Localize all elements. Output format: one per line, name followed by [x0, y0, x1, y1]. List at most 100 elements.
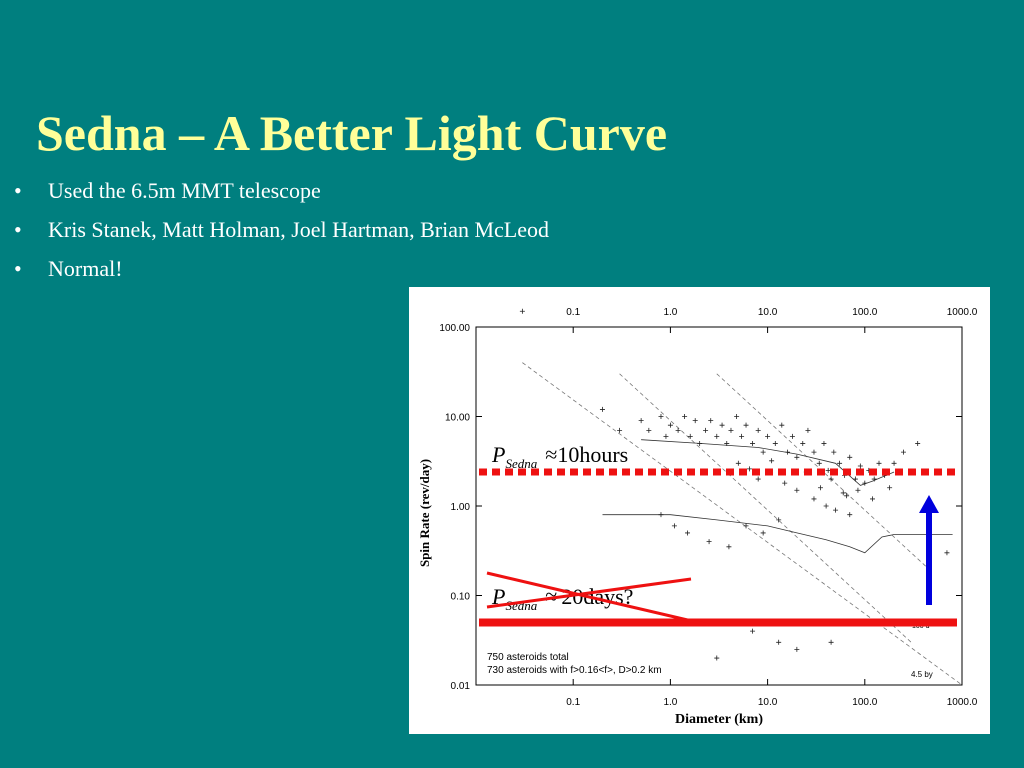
- data-point: [887, 485, 893, 491]
- data-point: [900, 449, 906, 455]
- data-point: [663, 433, 669, 439]
- dashed-guide-line: [619, 373, 912, 643]
- data-point: [847, 454, 853, 460]
- bullet-list: • Used the 6.5m MMT telescope • Kris Stane…: [14, 176, 549, 293]
- data-point: [944, 550, 950, 556]
- y-tick-label: 0.10: [451, 592, 471, 603]
- data-point: [765, 433, 771, 439]
- data-point: [852, 476, 858, 482]
- data-point: [784, 449, 790, 455]
- note-total: 750 asteroids total: [487, 652, 569, 663]
- x-tick-label-top: 100.0: [852, 307, 877, 318]
- data-point: [714, 433, 720, 439]
- data-point: [706, 539, 712, 545]
- x-tick-label: 1000.0: [947, 697, 978, 708]
- data-point: [646, 427, 652, 433]
- data-point: [617, 427, 623, 433]
- data-point: [828, 476, 834, 482]
- data-point: [811, 496, 817, 502]
- data-point: [734, 414, 740, 419]
- x-axis-label: Diameter (km): [675, 712, 763, 727]
- chart-svg: 0.1 0.1 1.0 1.0 10.0 10.0 100.0 100.0 1000.0 1000…: [417, 307, 978, 727]
- spin-rate-chart: 0.1 0.1 1.0 1.0 10.0 10.0 100.0 100.0 1000.0 1000…: [409, 287, 990, 734]
- data-point: [719, 422, 725, 428]
- bullet-text: Normal!: [48, 256, 123, 281]
- data-point: [667, 422, 673, 428]
- y-tick-label: 10.00: [445, 413, 470, 424]
- bullet-item: • Kris Stanek, Matt Holman, Joel Hartman,…: [14, 215, 549, 254]
- x-tick-label: 1.0: [663, 697, 677, 708]
- y-tick-label: 100.00: [439, 323, 470, 334]
- data-point: [823, 503, 829, 509]
- plot-frame: [475, 326, 963, 686]
- data-point: [760, 530, 766, 536]
- data-point: [794, 454, 800, 460]
- data-point: [685, 530, 691, 536]
- x-tick-label-top: 10.0: [758, 307, 778, 318]
- crossout-line-a: [486, 571, 710, 627]
- data-point: [794, 487, 800, 493]
- dashed-guide-line: [522, 362, 963, 686]
- data-point: [821, 440, 827, 446]
- data-point: [697, 440, 703, 446]
- data-point: [675, 427, 681, 433]
- data-point: [658, 414, 664, 419]
- slide-title: Sedna – A Better Light Curve: [36, 105, 668, 161]
- data-point: [869, 496, 875, 502]
- data-point: [833, 507, 839, 513]
- data-point: [735, 460, 741, 466]
- bullet-item: • Normal!: [14, 254, 549, 293]
- data-point: [519, 308, 525, 314]
- data-point: [692, 418, 698, 424]
- x-tick-label: 10.0: [758, 697, 778, 708]
- bullet-text: Kris Stanek, Matt Holman, Joel Hartman, …: [48, 217, 550, 242]
- x-tick-label: 100.0: [852, 697, 877, 708]
- data-point: [837, 460, 843, 466]
- data-point: [746, 466, 752, 472]
- data-point: [772, 440, 778, 446]
- data-point: [671, 523, 677, 529]
- data-point: [844, 493, 850, 499]
- data-point: [750, 440, 756, 446]
- data-point: [811, 449, 817, 455]
- data-point: [714, 655, 720, 661]
- data-point: [825, 467, 831, 473]
- y-axis-label: Spin Rate (rev/day): [417, 459, 432, 567]
- data-point: [857, 463, 863, 469]
- data-point: [876, 460, 882, 466]
- data-point: [840, 490, 846, 496]
- data-point: [831, 449, 837, 455]
- data-point: [728, 427, 734, 433]
- data-point: [638, 418, 644, 424]
- bullet-text: Used the 6.5m MMT telescope: [48, 178, 321, 203]
- data-point: [782, 480, 788, 486]
- data-point: [687, 433, 693, 439]
- line-label-100d: 100 d: [912, 623, 930, 630]
- data-point: [847, 512, 853, 518]
- note-filtered: 730 asteroids with f>0.16<f>, D>0.2 km: [487, 665, 662, 676]
- data-point: [708, 418, 714, 424]
- data-point: [817, 485, 823, 491]
- data-point: [750, 628, 756, 634]
- data-point: [755, 476, 761, 482]
- bullet-glyph: •: [14, 217, 22, 242]
- data-point: [789, 433, 795, 439]
- annotation-new-period: PSedna ≈10hours: [491, 442, 628, 471]
- y-tick-label: 0.01: [451, 681, 471, 692]
- x-tick-label-top: 1000.0: [947, 307, 978, 318]
- data-point: [726, 544, 732, 550]
- bullet-glyph: •: [14, 256, 22, 281]
- data-point: [769, 458, 775, 464]
- x-tick-label: 0.1: [566, 697, 580, 708]
- data-point: [599, 406, 605, 412]
- data-point: [891, 460, 897, 466]
- data-point: [739, 433, 745, 439]
- data-point: [871, 476, 877, 482]
- data-point: [816, 460, 822, 466]
- data-point: [682, 414, 688, 419]
- data-point: [805, 427, 811, 433]
- data-point: [855, 487, 861, 493]
- data-point: [776, 517, 782, 523]
- data-point: [755, 427, 761, 433]
- revision-arrow-head: [919, 495, 939, 513]
